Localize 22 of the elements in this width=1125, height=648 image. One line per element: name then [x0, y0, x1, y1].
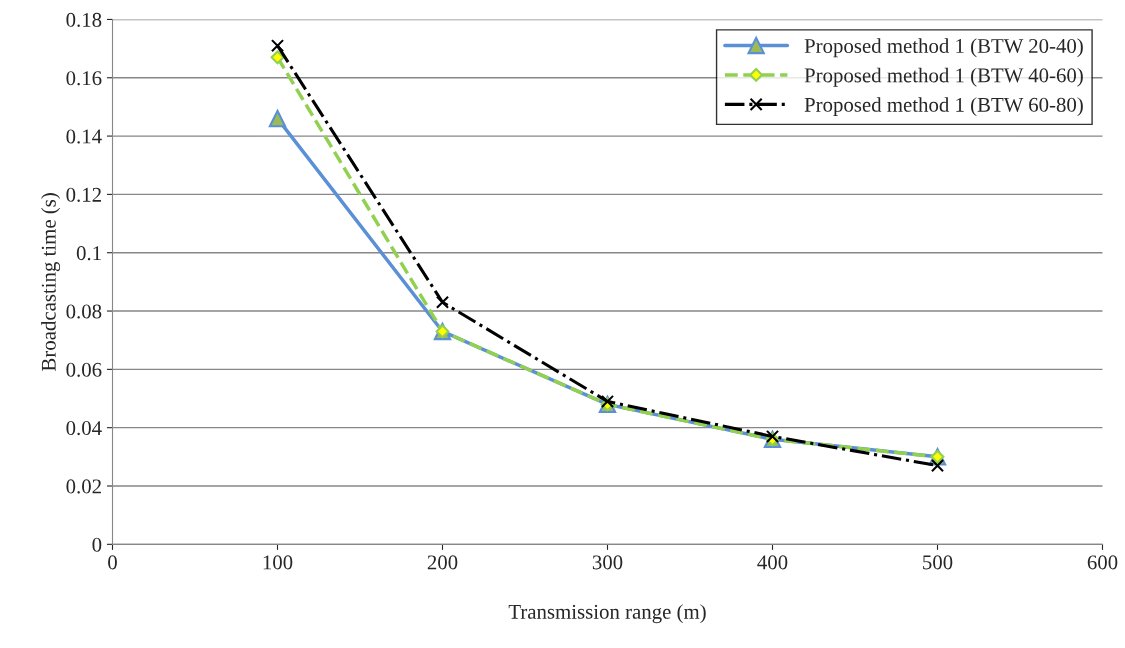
x-tick-label: 400 — [757, 555, 788, 570]
y-tick-label: 0.06 — [66, 362, 102, 377]
legend-label: Proposed method 1 (BTW 60-80) — [804, 97, 1083, 117]
y-tick-label: 0 — [92, 537, 102, 552]
x-tick-label: 200 — [427, 555, 458, 570]
y-tick-label: 0.02 — [66, 479, 101, 494]
y-tick-label: 0.16 — [66, 71, 102, 86]
x-tick-label: 0 — [108, 555, 117, 570]
x-tick-label: 500 — [923, 555, 953, 570]
y-tick-label: 0.18 — [66, 12, 102, 27]
x-tick-label: 100 — [263, 555, 293, 570]
y-tick-label: 0.12 — [66, 187, 101, 202]
legend-label: Proposed method 1 (BTW 40-60) — [804, 67, 1083, 87]
y-tick-label: 0.08 — [66, 304, 102, 319]
y-tick-label: 0.14 — [66, 129, 102, 144]
legend-label: Proposed method 1 (BTW 20-40) — [804, 38, 1083, 58]
y-axis-title: Broadcasting time (s) — [41, 193, 61, 371]
x-tick-label: 300 — [592, 555, 623, 570]
x-tick-label: 600 — [1087, 555, 1118, 570]
x-axis-title: Transmission range (m) — [508, 604, 706, 624]
y-tick-label: 0.1 — [76, 246, 101, 261]
y-tick-label: 0.04 — [66, 421, 102, 436]
